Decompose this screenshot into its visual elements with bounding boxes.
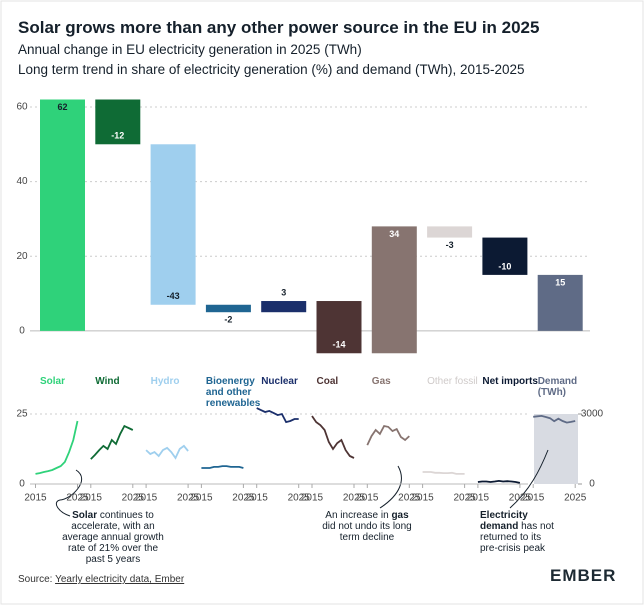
spark-line <box>422 471 465 475</box>
spark-line <box>311 415 355 459</box>
category-label: Solar <box>40 376 66 387</box>
y-tick-label: 40 <box>16 176 28 187</box>
x-tick-label: 2015 <box>190 493 213 504</box>
x-tick-label: 2025 <box>509 493 532 504</box>
category-label: Other fossil <box>427 376 478 387</box>
value-label: -43 <box>167 291 180 301</box>
value-label: -2 <box>224 315 232 325</box>
demand-panel-shade <box>534 414 578 484</box>
y-tick-label: 0 <box>19 326 25 337</box>
x-tick-label: 2025 <box>232 493 255 504</box>
source-link[interactable]: Yearly electricity data, Ember <box>55 574 185 585</box>
spark-line <box>533 414 576 424</box>
x-tick-label: 2025 <box>564 493 587 504</box>
x-tick-label: 2015 <box>80 493 103 504</box>
spark-line <box>35 420 79 475</box>
category-label: Demand (TWh) <box>537 376 578 398</box>
y-tick-label: 0 <box>19 479 25 490</box>
x-tick-label: 2025 <box>288 493 311 504</box>
y2-tick-label: 3000 <box>581 409 604 420</box>
y-tick-label: 25 <box>16 409 28 420</box>
subtitle: Annual change in EU electricity generati… <box>18 42 362 57</box>
x-tick-label: 2015 <box>135 493 158 504</box>
annotation: Electricity demand has not returned to i… <box>480 510 560 554</box>
title: Solar grows more than any other power so… <box>18 18 540 37</box>
subtitle: Long term trend in share of electricity … <box>18 62 525 77</box>
x-tick-label: 2025 <box>122 493 145 504</box>
x-tick-label: 2015 <box>24 493 47 504</box>
annotation-text: has not returned to its pre-crisis peak <box>480 521 554 554</box>
category-label: Gas <box>371 376 391 387</box>
gas-leader <box>379 465 402 509</box>
y-tick-label: 20 <box>16 251 28 262</box>
value-label: 3 <box>281 287 286 297</box>
x-tick-label: 2025 <box>66 493 89 504</box>
bar <box>316 301 362 354</box>
x-tick-label: 2025 <box>453 493 476 504</box>
bar <box>95 99 141 145</box>
bar <box>261 301 307 313</box>
annotation-text: An increase in <box>325 510 392 521</box>
x-tick-label: 2015 <box>301 493 324 504</box>
value-label: -3 <box>446 240 454 250</box>
spark-line <box>90 424 134 460</box>
category-label: Wind <box>95 376 120 387</box>
value-label: -12 <box>111 131 124 141</box>
category-label: Hydro <box>150 376 180 387</box>
brand-logo: EMBER <box>550 566 617 585</box>
annotation-text: continues to accelerate, with an average… <box>62 510 164 565</box>
value-label: 62 <box>57 102 67 112</box>
category-label: Nuclear <box>261 376 298 387</box>
bar <box>150 144 196 305</box>
source-label: Source: <box>18 574 56 585</box>
x-tick-label: 2025 <box>177 493 200 504</box>
annotation: Solar continues to accelerate, with an a… <box>58 510 168 565</box>
bar <box>482 237 528 275</box>
solar-leader <box>55 469 83 517</box>
x-tick-label: 2025 <box>398 493 421 504</box>
x-tick-label: 2015 <box>522 493 545 504</box>
bar <box>427 226 473 238</box>
annotation: An increase in gas did not undo its long… <box>322 510 412 543</box>
x-tick-label: 2025 <box>343 493 366 504</box>
annotation-text: did not undo its long term decline <box>322 521 412 543</box>
spark-line <box>366 424 410 446</box>
bar <box>205 304 251 313</box>
annotation-bold: gas <box>391 510 409 521</box>
y2-tick-label: 0 <box>589 479 595 490</box>
demand-leader <box>509 449 549 509</box>
spark-line <box>145 444 189 460</box>
x-tick-label: 2015 <box>411 493 434 504</box>
spark-line <box>477 479 521 484</box>
x-tick-label: 2015 <box>356 493 379 504</box>
bar <box>371 226 417 354</box>
category-label: Net imports <box>482 376 538 387</box>
bar <box>40 99 85 331</box>
category-label: Bioenergy and other renewables <box>205 376 261 409</box>
x-tick-label: 2015 <box>467 493 490 504</box>
value-label: -10 <box>498 261 511 271</box>
annotation-bold: Electricity demand <box>480 510 528 532</box>
value-label: 15 <box>555 277 565 287</box>
source: Source: Yearly electricity data, Ember <box>18 574 184 585</box>
spark-line <box>256 407 299 424</box>
x-tick-label: 2015 <box>246 493 269 504</box>
spark-line <box>201 465 244 469</box>
value-label: 34 <box>389 229 399 239</box>
annotation-bold: Solar <box>72 510 98 521</box>
y-tick-label: 60 <box>16 102 28 113</box>
bar <box>537 274 583 331</box>
value-label: -14 <box>332 340 345 350</box>
category-label: Coal <box>316 376 339 387</box>
